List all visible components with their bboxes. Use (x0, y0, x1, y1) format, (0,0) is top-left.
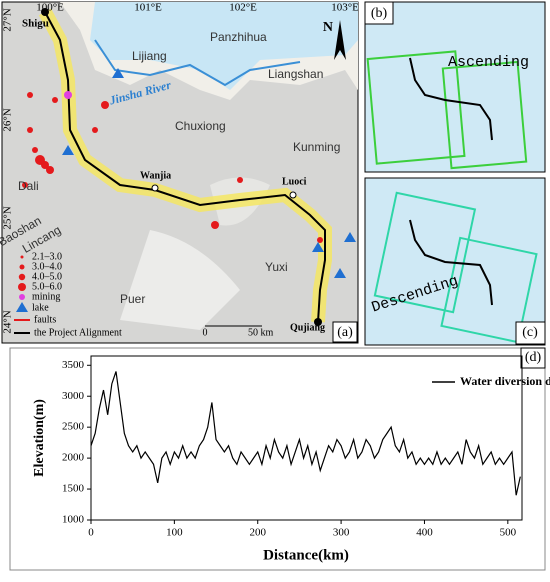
alignment (409, 219, 493, 306)
y-tick-label: 1000 (62, 514, 85, 526)
lat-label: 26°N (2, 108, 14, 131)
place: Wanjia (140, 170, 171, 181)
elevation-chart: (d) Distance(km) Elevation(m) 0 100 200 300… (9, 347, 550, 571)
north-arrow (334, 20, 346, 60)
place: Kunming (293, 140, 340, 154)
y-tick-label: 2000 (62, 452, 85, 464)
stations (151, 184, 297, 199)
x-tick-label: 0 (88, 527, 94, 539)
legend-label: 5.0–6.0 (32, 281, 62, 292)
x-tick-label: 200 (249, 527, 266, 539)
lakes (62, 68, 356, 278)
start (41, 8, 49, 16)
track (440, 236, 538, 344)
x-tick-label: 500 (500, 527, 517, 539)
place: Luoci (282, 176, 307, 187)
panel-box (515, 321, 546, 345)
plot-frame (90, 355, 523, 521)
legend-label: the Project Alignment (34, 327, 122, 338)
place: Panzhihua (210, 30, 267, 44)
elevation-line (90, 371, 521, 496)
mining-site (64, 91, 72, 99)
place: Chuxiong (175, 119, 226, 133)
panel-label: (b) (371, 6, 388, 21)
legend-label: lake (32, 302, 49, 313)
scale-label: 50 km (248, 327, 274, 338)
track (373, 191, 477, 314)
track (366, 50, 466, 165)
place: Shigu (22, 18, 49, 30)
relief (120, 230, 240, 330)
y-axis-label: Elevation(m) (32, 399, 47, 477)
y-tick-label: 3000 (62, 390, 85, 402)
panel-label: (a) (337, 325, 353, 340)
panel-frame (9, 347, 546, 571)
alignment (409, 57, 493, 141)
legend-label: 2.1–3.0 (32, 251, 62, 262)
map-a: 100°E 101°E 102°E 103°E 27°N 26°N 25°N 2… (0, 1, 359, 344)
y-tick-label: 2500 (62, 421, 85, 433)
frame (364, 1, 546, 173)
lon-label: 102°E (229, 2, 257, 14)
scale-label: 0 (203, 327, 208, 338)
lon-label: 101°E (134, 2, 162, 14)
panel-label: (c) (522, 325, 538, 340)
panel-box (520, 347, 546, 369)
lon-label: 100°E (36, 2, 64, 14)
x-tick-label: 100 (166, 527, 183, 539)
outside-area (2, 2, 358, 90)
legend-label: mining (32, 291, 60, 302)
legend-label: 4.0–5.0 (32, 271, 62, 282)
panel-box (332, 321, 358, 343)
y-tick-label: 3500 (62, 359, 85, 371)
map-b: Ascending (b) (364, 1, 546, 173)
river (94, 39, 301, 87)
legend-label: 3.0–4.0 (32, 261, 62, 272)
legend: 2.1–3.0 3.0–4.0 4.0–5.0 5.0–6.0 mining l… (14, 251, 122, 338)
end (314, 318, 322, 326)
lat-label: 25°N (2, 206, 14, 229)
panel-box (364, 1, 394, 25)
lon-label: 103°E (331, 2, 359, 14)
place: Qujiang (290, 322, 325, 333)
north-label: N (323, 20, 333, 35)
track-label: Ascending (448, 54, 529, 71)
x-axis-label: Distance(km) (263, 547, 349, 563)
place: Lijiang (132, 49, 167, 63)
legend-label: faults (34, 314, 56, 325)
y-tick-label: 1500 (62, 483, 85, 495)
x-tick-label: 300 (333, 527, 350, 539)
place: Puer (120, 292, 145, 306)
place: Liangshan (268, 67, 323, 81)
lat-label: 24°N (2, 310, 14, 333)
place: Yuxi (265, 260, 288, 274)
panel-label: (d) (525, 350, 542, 365)
earthquakes (22, 92, 323, 243)
map-c: Descending (c) (364, 177, 546, 346)
lat-label: 27°N (2, 8, 14, 31)
track (441, 60, 528, 170)
legend-label: Water diversion direction (460, 374, 550, 388)
x-tick-label: 400 (416, 527, 433, 539)
place: Dali (18, 179, 39, 193)
